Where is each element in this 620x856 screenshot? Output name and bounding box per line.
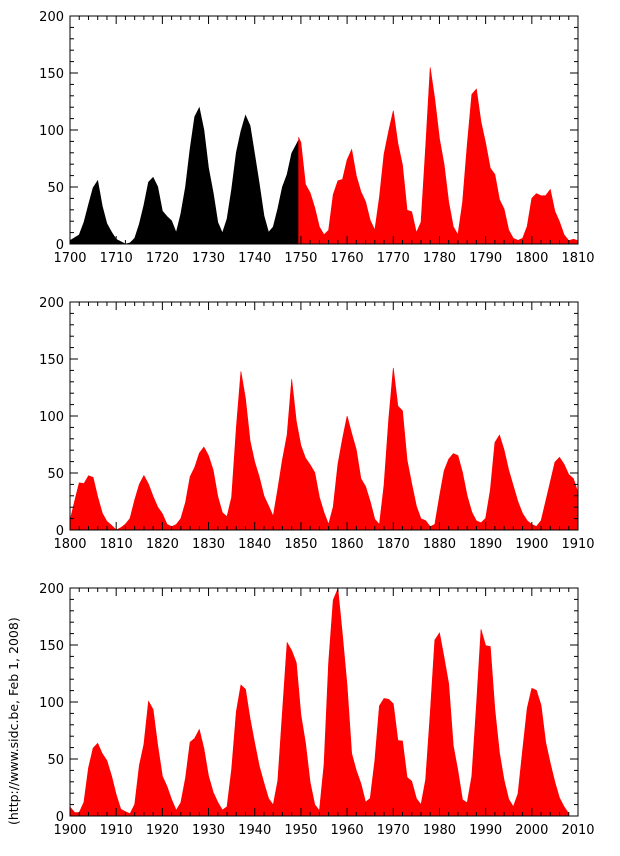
x-tick-label: 1850 xyxy=(284,537,317,552)
y-tick-label: 100 xyxy=(39,124,64,139)
x-tick-label: 1760 xyxy=(331,251,364,266)
x-tick-label: 1880 xyxy=(423,537,456,552)
y-tick-label: 200 xyxy=(39,582,64,597)
x-tick-label: 1750 xyxy=(284,251,317,266)
x-tick-label: 1900 xyxy=(53,823,86,838)
x-tick-label: 1800 xyxy=(53,537,86,552)
credit-text: (http://www.sidc.be, Feb 1, 2008) xyxy=(6,617,21,825)
x-tick-label: 2000 xyxy=(515,823,548,838)
x-tick-label: 1870 xyxy=(377,537,410,552)
series-area-monthly-observed xyxy=(69,588,570,817)
x-tick-label: 2010 xyxy=(561,823,594,838)
y-tick-label: 50 xyxy=(47,181,64,196)
x-tick-label: 1860 xyxy=(331,537,364,552)
y-tick-label: 100 xyxy=(39,696,64,711)
x-tick-label: 1900 xyxy=(515,537,548,552)
x-tick-label: 1800 xyxy=(515,251,548,266)
x-tick-label: 1950 xyxy=(284,823,317,838)
x-tick-label: 1720 xyxy=(146,251,179,266)
x-tick-label: 1970 xyxy=(377,823,410,838)
series-area-monthly-observed xyxy=(298,67,579,245)
x-tick-label: 1820 xyxy=(146,537,179,552)
y-tick-label: 150 xyxy=(39,67,64,82)
chart-panel-3: 1900 1910 1920 1930 1940 1950 1960 1970 1980 1990… xyxy=(39,582,594,838)
x-tick-label: 1740 xyxy=(238,251,271,266)
x-tick-label: 1830 xyxy=(192,537,225,552)
x-tick-label: 1780 xyxy=(423,251,456,266)
x-tick-label: 1730 xyxy=(192,251,225,266)
x-tick-label: 1910 xyxy=(561,537,594,552)
x-tick-label: 1980 xyxy=(423,823,456,838)
y-tick-label: 0 xyxy=(56,238,64,253)
y-tick-label: 150 xyxy=(39,639,64,654)
y-tick-label: 150 xyxy=(39,353,64,368)
y-tick-label: 50 xyxy=(47,753,64,768)
x-tick-label: 1770 xyxy=(377,251,410,266)
x-tick-label: 1930 xyxy=(192,823,225,838)
y-tick-label: 100 xyxy=(39,410,64,425)
series-area-monthly-observed xyxy=(69,367,579,531)
y-tick-label: 0 xyxy=(56,810,64,825)
x-tick-label: 1790 xyxy=(469,251,502,266)
x-tick-label: 1910 xyxy=(100,823,133,838)
x-tick-label: 1940 xyxy=(238,823,271,838)
chart-panel-1: 1700 1710 1720 1730 1740 1750 1760 1770 1780 1790… xyxy=(39,10,594,266)
x-tick-label: 1700 xyxy=(53,251,86,266)
series-area-yearly-reconstructed xyxy=(69,106,299,245)
x-tick-label: 1890 xyxy=(469,537,502,552)
x-tick-label: 1960 xyxy=(331,823,364,838)
y-tick-label: 200 xyxy=(39,296,64,311)
x-tick-label: 1710 xyxy=(100,251,133,266)
chart-panel-2: 1800 1810 1820 1830 1840 1850 1860 1870 1880 1890… xyxy=(39,296,594,552)
x-tick-label: 1840 xyxy=(238,537,271,552)
x-tick-label: 1810 xyxy=(561,251,594,266)
y-tick-label: 200 xyxy=(39,10,64,25)
x-tick-label: 1990 xyxy=(469,823,502,838)
x-tick-label: 1920 xyxy=(146,823,179,838)
y-tick-label: 50 xyxy=(47,467,64,482)
x-tick-label: 1810 xyxy=(100,537,133,552)
y-tick-label: 0 xyxy=(56,524,64,539)
